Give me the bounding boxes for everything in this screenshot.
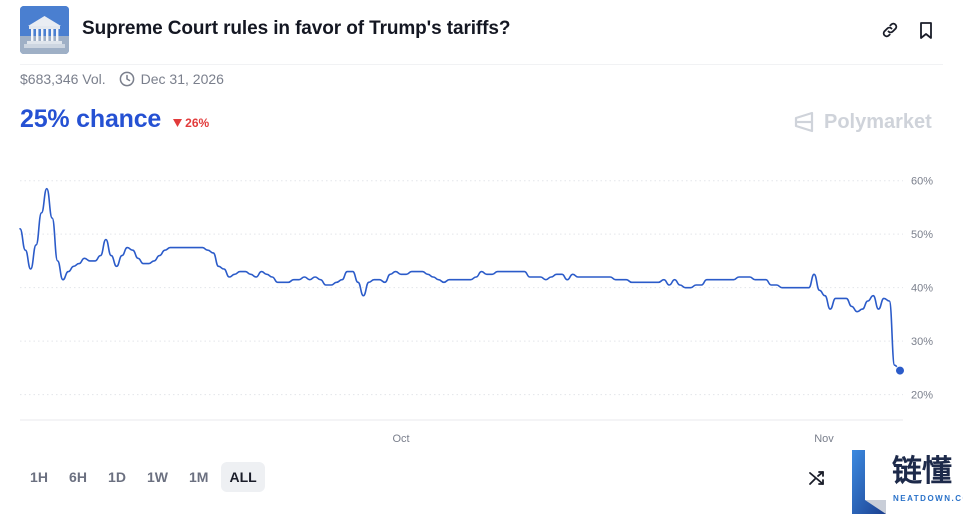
price-history-chart: 60% 50% 40% 30% 20% Oct Nov: [19, 176, 933, 445]
volume-text: $683,346 Vol.: [20, 71, 106, 87]
watermark-text: 链懂: [892, 455, 952, 488]
polymarket-logo-icon: [794, 111, 814, 133]
x-tick-label: Nov: [814, 433, 834, 445]
chart-x-ticks: Oct Nov: [392, 433, 834, 445]
range-6h-button[interactable]: 6H: [61, 462, 95, 492]
end-date-text: Dec 31, 2026: [140, 71, 224, 87]
chart-gridlines: [20, 180, 903, 396]
market-thumbnail: [20, 6, 69, 54]
neatdown-logo-icon: [852, 450, 886, 514]
x-tick-label: Oct: [392, 433, 409, 445]
chance-summary: 25% chance 26%: [20, 105, 209, 134]
range-1d-button[interactable]: 1D: [100, 462, 134, 492]
market-meta: $683,346 Vol. Dec 31, 2026: [20, 71, 224, 87]
triangle-down-icon: [173, 119, 183, 127]
brand-name: Polymarket: [824, 110, 932, 133]
y-tick-label: 60%: [911, 176, 933, 188]
shuffle-icon[interactable]: [806, 467, 828, 489]
current-value-point[interactable]: [895, 365, 905, 376]
y-tick-label: 50%: [911, 229, 933, 241]
time-range-selector: 1H 6H 1D 1W 1M ALL: [22, 462, 270, 492]
change-badge: 26%: [173, 116, 209, 130]
link-icon[interactable]: [879, 19, 901, 41]
chart-y-ticks: 60% 50% 40% 30% 20%: [911, 176, 933, 402]
clock-icon: [119, 71, 135, 87]
y-tick-label: 40%: [911, 283, 933, 295]
y-tick-label: 20%: [911, 390, 933, 402]
range-1w-button[interactable]: 1W: [139, 462, 176, 492]
chance-value: 25% chance: [20, 105, 162, 133]
range-all-button[interactable]: ALL: [221, 462, 265, 492]
y-tick-label: 30%: [911, 336, 933, 348]
supreme-court-building-image: [20, 6, 69, 54]
header-divider: [20, 64, 943, 65]
range-1h-button[interactable]: 1H: [22, 462, 56, 492]
range-1m-button[interactable]: 1M: [181, 462, 216, 492]
bookmark-icon[interactable]: [915, 19, 937, 41]
series-line: [19, 187, 901, 372]
polymarket-brand: Polymarket: [792, 110, 932, 134]
change-value: 26%: [185, 116, 210, 130]
watermark-subtext: NEATDOWN.COM: [893, 494, 963, 503]
market-title: Supreme Court rules in favor of Trump's …: [82, 18, 511, 39]
